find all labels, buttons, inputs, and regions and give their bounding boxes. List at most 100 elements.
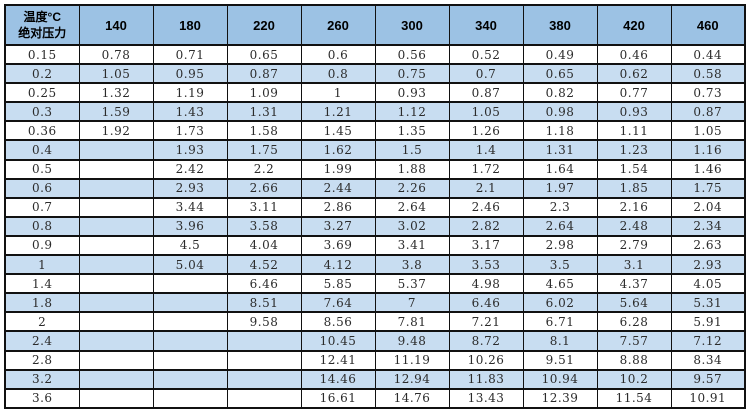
value-cell: 4.5 [152,234,228,257]
pressure-cell: 0.9 [4,234,80,257]
value-cell: 0.8 [300,63,376,85]
temp-column-header: 340 [448,4,524,46]
pressure-cell: 0.4 [4,139,80,161]
table-row: 0.6 2.93 2.66 2.44 2.26 2.1 1.97 1.85 1.75 [4,177,746,199]
value-cell: 3.8 [374,254,450,276]
value-cell: 8.88 [596,349,672,371]
table-row: 0.2 1.05 0.95 0.87 0.8 0.75 0.7 0.65 0.62 0.58 [4,63,746,85]
value-cell: 0.95 [152,63,228,85]
value-cell: 1.26 [448,120,524,142]
value-cell: 0.58 [670,63,746,85]
table-row: 1.8 8.51 7.64 7 6.46 6.02 5.64 5.31 [4,292,746,314]
table-row: 3.6 16.61 14.76 13.43 12.39 11.54 10.91 [4,387,746,410]
value-cell: 2.93 [670,254,746,276]
value-cell: 1.05 [448,101,524,123]
empty-cell [152,368,228,390]
value-cell: 0.87 [448,82,524,104]
value-cell: 1.16 [670,139,746,161]
value-cell: 5.91 [670,311,746,333]
empty-cell [78,196,154,218]
empty-cell [78,292,154,314]
value-cell: 12.39 [522,387,598,410]
value-cell: 16.61 [300,387,376,410]
table-row: 0.36 1.92 1.73 1.58 1.45 1.35 1.26 1.18 1.11 1.05 [4,120,746,142]
value-cell: 3.53 [448,254,524,276]
value-cell: 1.5 [374,139,450,161]
empty-cell [152,330,228,352]
value-cell: 1.23 [596,139,672,161]
empty-cell [78,215,154,237]
value-cell: 1.54 [596,158,672,180]
value-cell: 2.82 [448,215,524,237]
value-cell: 4.52 [226,254,302,276]
value-cell: 3.27 [300,215,376,237]
value-cell: 1.45 [300,120,376,142]
pressure-cell: 2 [4,311,80,333]
value-cell: 4.37 [596,273,672,295]
empty-cell [226,330,302,352]
table-row: 1.4 6.46 5.85 5.37 4.98 4.65 4.37 4.05 [4,273,746,295]
value-cell: 2.93 [152,177,228,199]
pressure-cell: 1.4 [4,273,80,295]
empty-cell [152,311,228,333]
value-cell: 3.58 [226,215,302,237]
table-header: 温度°C 绝对压力 140 180 220 260 300 340 380 420 460 [4,4,746,46]
value-cell: 3.17 [448,234,524,257]
table-row: 2.8 12.41 11.19 10.26 9.51 8.88 8.34 [4,349,746,371]
value-cell: 5.04 [152,254,228,276]
pressure-cell: 3.6 [4,387,80,410]
value-cell: 4.04 [226,234,302,257]
value-cell: 9.51 [522,349,598,371]
value-cell: 8.34 [670,349,746,371]
empty-cell [226,349,302,371]
table-row: 3.2 14.46 12.94 11.83 10.94 10.2 9.57 [4,368,746,390]
value-cell: 1.58 [226,120,302,142]
value-cell: 1.05 [670,120,746,142]
pressure-cell: 0.3 [4,101,80,123]
value-cell: 1.31 [522,139,598,161]
value-cell: 1.72 [448,158,524,180]
value-cell: 10.2 [596,368,672,390]
value-cell: 3.1 [596,254,672,276]
table-row: 0.5 2.42 2.2 1.99 1.88 1.72 1.64 1.54 1.46 [4,158,746,180]
value-cell: 5.37 [374,273,450,295]
value-cell: 1.21 [300,101,376,123]
value-cell: 11.19 [374,349,450,371]
value-cell: 7.81 [374,311,450,333]
value-cell: 1.75 [226,139,302,161]
empty-cell [78,349,154,371]
value-cell: 0.87 [670,101,746,123]
pressure-cell: 0.5 [4,158,80,180]
value-cell: 0.93 [596,101,672,123]
value-cell: 1.19 [152,82,228,104]
empty-cell [78,158,154,180]
value-cell: 1.97 [522,177,598,199]
value-cell: 9.58 [226,311,302,333]
empty-cell [78,368,154,390]
pressure-cell: 1 [4,254,80,276]
value-cell: 10.26 [448,349,524,371]
value-cell: 8.1 [522,330,598,352]
empty-cell [78,177,154,199]
value-cell: 1.09 [226,82,302,104]
value-cell: 12.94 [374,368,450,390]
value-cell: 1.73 [152,120,228,142]
empty-cell [152,292,228,314]
temp-column-header: 140 [78,4,154,46]
temp-column-header: 260 [300,4,376,46]
value-cell: 1.92 [78,120,154,142]
value-cell: 2.2 [226,158,302,180]
value-cell: 0.44 [670,43,746,66]
value-cell: 10.94 [522,368,598,390]
temp-column-header: 220 [226,4,302,46]
value-cell: 6.46 [226,273,302,295]
table-row: 0.4 1.93 1.75 1.62 1.5 1.4 1.31 1.23 1.16 [4,139,746,161]
empty-cell [226,387,302,410]
value-cell: 2.46 [448,196,524,218]
value-cell: 1.43 [152,101,228,123]
value-cell: 7.64 [300,292,376,314]
value-cell: 12.41 [300,349,376,371]
value-cell: 1.85 [596,177,672,199]
table-row: 0.15 0.78 0.71 0.65 0.6 0.56 0.52 0.49 0.46 0.44 [4,43,746,66]
pressure-cell: 0.2 [4,63,80,85]
